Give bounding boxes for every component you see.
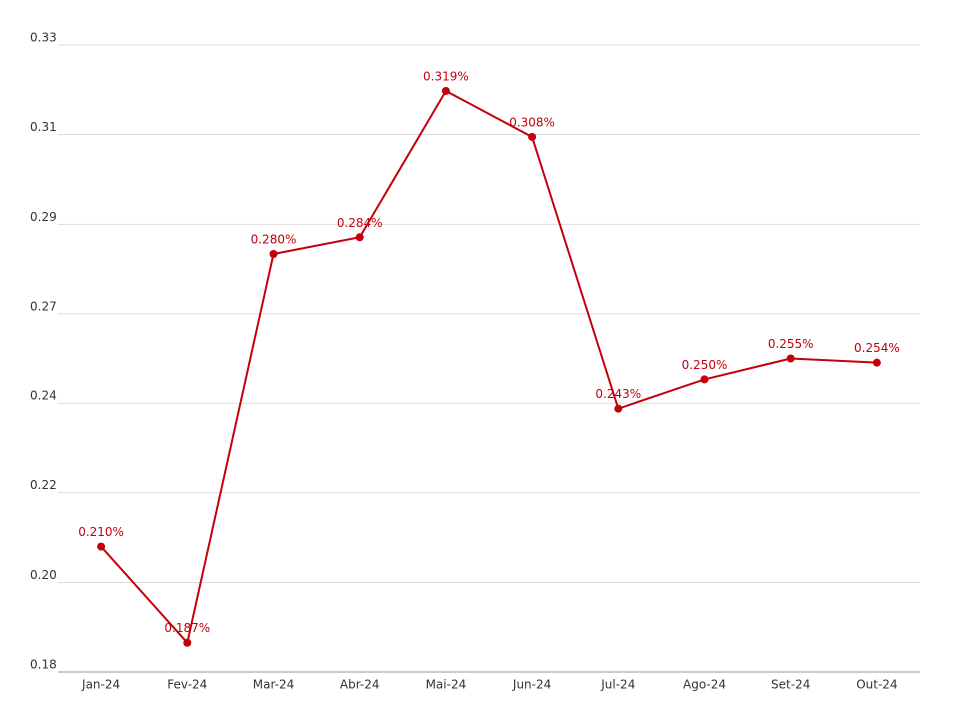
point: [614, 404, 623, 413]
data-label: 0.187%: [164, 621, 210, 635]
y-tick-label: 0.20: [30, 568, 57, 582]
y-tick-label: 0.33: [30, 31, 57, 45]
point: [97, 542, 106, 551]
x-tick-label: Jun-24: [512, 678, 551, 692]
x-tick-label: Jan-24: [81, 678, 120, 692]
point: [183, 638, 192, 647]
point: [355, 233, 364, 242]
point: [700, 375, 709, 384]
data-label: 0.308%: [509, 115, 555, 129]
data-label: 0.284%: [337, 216, 383, 230]
y-tick-label: 0.31: [30, 120, 57, 134]
y-tick-label: 0.29: [30, 210, 57, 224]
x-tick-label: Ago-24: [683, 678, 726, 692]
x-tick-label: Jul-24: [600, 678, 635, 692]
data-label: 0.210%: [78, 525, 124, 539]
point: [786, 354, 795, 363]
x-tick-label: Mar-24: [253, 678, 294, 692]
x-tick-label: Set-24: [771, 678, 810, 692]
data-label: 0.254%: [854, 341, 900, 355]
data-label: 0.319%: [423, 69, 469, 83]
line: [100, 89, 877, 645]
point: [528, 132, 537, 141]
data-label: 0.250%: [682, 358, 728, 372]
x-tick-label: Abr-24: [340, 678, 380, 692]
data-label: 0.255%: [768, 337, 814, 351]
y-tick-label: 0.24: [30, 389, 57, 403]
y-tick-label: 0.22: [30, 478, 57, 492]
point: [872, 358, 881, 367]
point: [269, 250, 278, 258]
y-tick-label: 0.27: [30, 299, 57, 313]
data-label: 0.243%: [595, 387, 641, 401]
y-tick-label: 0.18: [30, 658, 57, 672]
point: [441, 86, 450, 95]
x-tick-label: Fev-24: [167, 678, 207, 692]
x-tick-label: Out-24: [856, 678, 897, 692]
x-tick-label: Mai-24: [426, 678, 467, 692]
data-label: 0.280%: [251, 233, 297, 247]
